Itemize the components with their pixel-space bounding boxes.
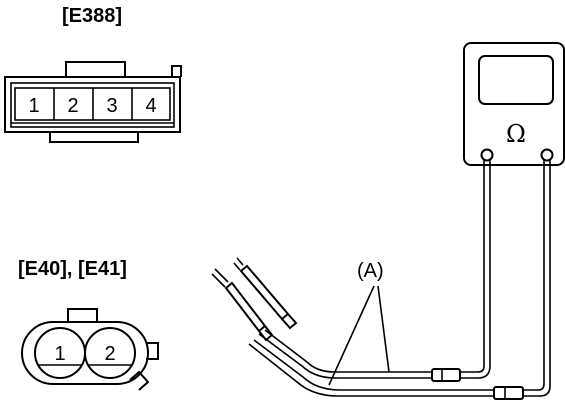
inline-connector-a: [431, 368, 461, 382]
e388-pin-1: 1: [28, 95, 39, 117]
meter-display: [478, 55, 554, 105]
e388-pin-2: 2: [67, 95, 78, 117]
ohm-symbol: Ω: [506, 120, 526, 148]
e388-pin-3: 3: [106, 95, 117, 117]
connector-e40-e41-label: [E40], [E41]: [18, 258, 127, 280]
test-leads: [211, 160, 551, 400]
meter-jack-left: [480, 148, 494, 162]
e40-pin-2: 2: [104, 343, 115, 365]
e388-pin-4: 4: [145, 95, 156, 117]
inline-connector-b: [493, 386, 524, 400]
callout-a-leaders: [328, 285, 390, 386]
callout-a-label: (A): [357, 260, 384, 282]
ohmmeter: Ω: [463, 42, 565, 166]
connector-e388-label: [E388]: [62, 5, 122, 27]
connector-e388: 1 2 3 4: [4, 61, 182, 143]
meter-jack-right: [540, 148, 554, 162]
probe-2: [224, 281, 267, 333]
probe-1: [239, 264, 290, 321]
e40-pin-1: 1: [54, 343, 65, 365]
connector-e40-e41: 1 2: [21, 308, 159, 391]
